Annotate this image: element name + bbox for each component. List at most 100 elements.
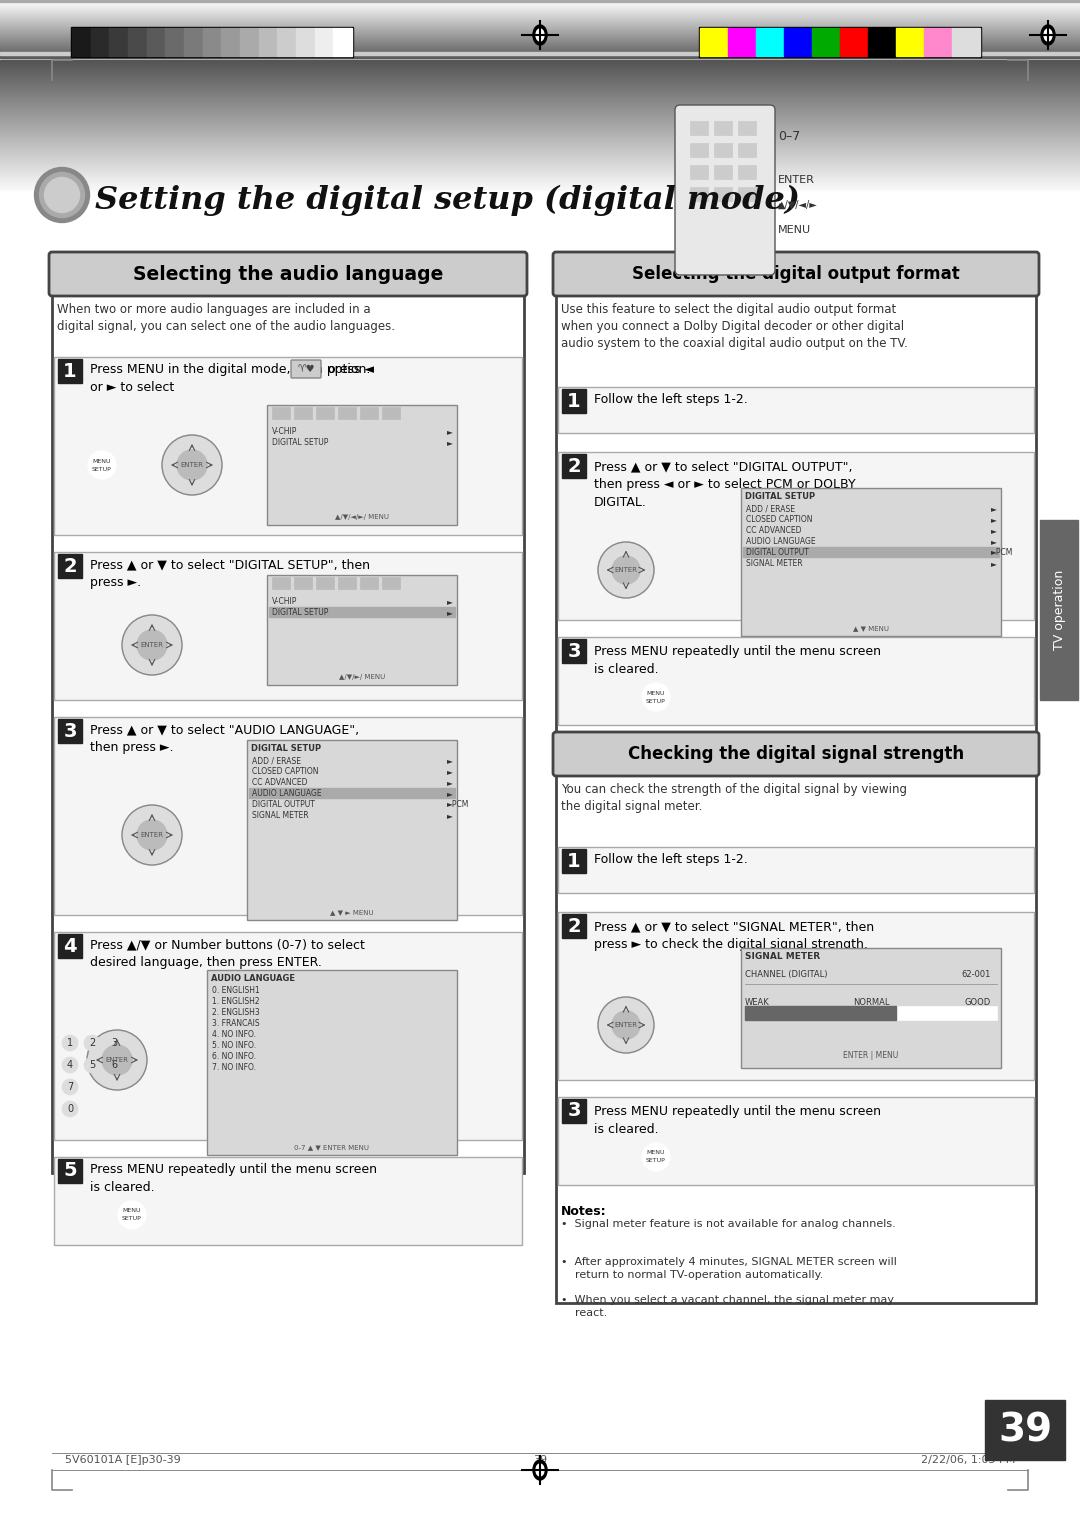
- Text: ENTER: ENTER: [180, 461, 203, 468]
- Circle shape: [137, 821, 167, 850]
- Circle shape: [62, 1079, 78, 1096]
- Text: ►: ►: [991, 504, 997, 513]
- Bar: [360, 406, 378, 419]
- Bar: [382, 406, 400, 419]
- Bar: [728, 28, 756, 57]
- Bar: [558, 847, 1034, 892]
- Text: ►PCM: ►PCM: [991, 549, 1013, 558]
- Circle shape: [62, 1102, 78, 1117]
- Text: Press MENU repeatedly until the menu screen
is cleared.: Press MENU repeatedly until the menu scr…: [594, 1105, 881, 1135]
- Text: ADD / ERASE: ADD / ERASE: [252, 756, 301, 766]
- Circle shape: [102, 1045, 132, 1076]
- Bar: [840, 28, 868, 57]
- Circle shape: [598, 542, 654, 597]
- Text: CC ADVANCED: CC ADVANCED: [252, 778, 308, 787]
- Text: Press ▲ or ▼ to select "SIGNAL METER", then
press ► to check the digital signal : Press ▲ or ▼ to select "SIGNAL METER", t…: [594, 920, 874, 950]
- Text: SIGNAL METER: SIGNAL METER: [252, 811, 309, 821]
- Bar: [58, 555, 82, 578]
- Text: ENTER: ENTER: [140, 833, 163, 837]
- Text: ▲ ▼ MENU: ▲ ▼ MENU: [853, 625, 889, 631]
- Text: 5: 5: [89, 1060, 95, 1070]
- Bar: [54, 552, 522, 700]
- Text: ENTER: ENTER: [778, 176, 815, 185]
- Text: option.: option.: [327, 362, 370, 376]
- Text: ENTER: ENTER: [106, 1057, 129, 1063]
- Text: SETUP: SETUP: [646, 1158, 666, 1163]
- Text: 39: 39: [998, 1410, 1052, 1449]
- Text: SETUP: SETUP: [92, 466, 112, 472]
- Text: ►PCM: ►PCM: [447, 801, 470, 808]
- Bar: [267, 575, 457, 685]
- Text: AUDIO LANGUAGE: AUDIO LANGUAGE: [252, 788, 322, 798]
- Text: V-CHIP: V-CHIP: [272, 597, 297, 607]
- Bar: [690, 121, 708, 134]
- Text: MENU: MENU: [778, 225, 811, 235]
- Text: MENU: MENU: [647, 1151, 665, 1155]
- Text: 3. FRANCAIS: 3. FRANCAIS: [212, 1019, 259, 1028]
- Text: Selecting the digital output format: Selecting the digital output format: [632, 264, 960, 283]
- Bar: [714, 186, 732, 202]
- Ellipse shape: [534, 1459, 546, 1481]
- Bar: [743, 547, 999, 558]
- Text: 39: 39: [532, 1455, 548, 1465]
- Bar: [249, 788, 455, 798]
- Text: Setting the digital setup (digital mode): Setting the digital setup (digital mode): [95, 185, 800, 217]
- Text: Follow the left steps 1-2.: Follow the left steps 1-2.: [594, 393, 747, 405]
- Bar: [1040, 520, 1078, 700]
- Text: ENTER | MENU: ENTER | MENU: [843, 1051, 899, 1060]
- Text: 1: 1: [567, 391, 581, 411]
- Bar: [985, 1400, 1065, 1459]
- FancyBboxPatch shape: [675, 105, 775, 275]
- Ellipse shape: [40, 173, 84, 217]
- Circle shape: [177, 451, 207, 480]
- Bar: [556, 773, 1036, 1303]
- Bar: [360, 578, 378, 588]
- Bar: [0, 196, 1080, 1528]
- Text: ►: ►: [991, 515, 997, 524]
- Bar: [278, 28, 296, 57]
- Bar: [924, 28, 951, 57]
- Ellipse shape: [1044, 29, 1052, 41]
- Bar: [699, 28, 981, 57]
- Text: 3: 3: [567, 1102, 581, 1120]
- Bar: [951, 28, 980, 57]
- Bar: [259, 28, 278, 57]
- Text: ▲ ▼ ► MENU: ▲ ▼ ► MENU: [330, 909, 374, 915]
- Circle shape: [62, 1034, 78, 1051]
- Text: MENU: MENU: [123, 1209, 141, 1213]
- Bar: [72, 28, 91, 57]
- Bar: [812, 28, 840, 57]
- Bar: [147, 28, 165, 57]
- Bar: [562, 454, 586, 478]
- Text: AUDIO LANGUAGE: AUDIO LANGUAGE: [211, 973, 295, 983]
- Bar: [267, 405, 457, 526]
- Text: ▲/▼/◄/►: ▲/▼/◄/►: [778, 200, 818, 209]
- Text: DIGITAL SETUP: DIGITAL SETUP: [272, 439, 328, 448]
- Text: 5V60101A [E]p30-39: 5V60101A [E]p30-39: [65, 1455, 180, 1465]
- Ellipse shape: [534, 24, 546, 44]
- Text: Selecting the audio language: Selecting the audio language: [133, 264, 443, 284]
- Ellipse shape: [536, 1464, 544, 1476]
- Text: Press ▲ or ▼ to select "AUDIO LANGUAGE",
then press ►.: Press ▲ or ▼ to select "AUDIO LANGUAGE",…: [90, 723, 360, 753]
- Text: ►: ►: [447, 608, 453, 617]
- Bar: [54, 358, 522, 535]
- Bar: [382, 578, 400, 588]
- Bar: [294, 406, 312, 419]
- Circle shape: [87, 1030, 147, 1089]
- Bar: [700, 28, 728, 57]
- Bar: [714, 121, 732, 134]
- Bar: [58, 1160, 82, 1183]
- Bar: [714, 165, 732, 179]
- Bar: [316, 406, 334, 419]
- FancyBboxPatch shape: [553, 252, 1039, 296]
- Text: ►: ►: [991, 536, 997, 545]
- Bar: [296, 28, 314, 57]
- Text: ENTER: ENTER: [615, 1022, 637, 1028]
- Text: 6: 6: [111, 1060, 117, 1070]
- Bar: [558, 912, 1034, 1080]
- Text: You can check the strength of the digital signal by viewing
the digital signal m: You can check the strength of the digita…: [561, 782, 907, 813]
- Circle shape: [62, 1057, 78, 1073]
- Bar: [272, 578, 291, 588]
- Text: CLOSED CAPTION: CLOSED CAPTION: [252, 767, 319, 776]
- Bar: [562, 1099, 586, 1123]
